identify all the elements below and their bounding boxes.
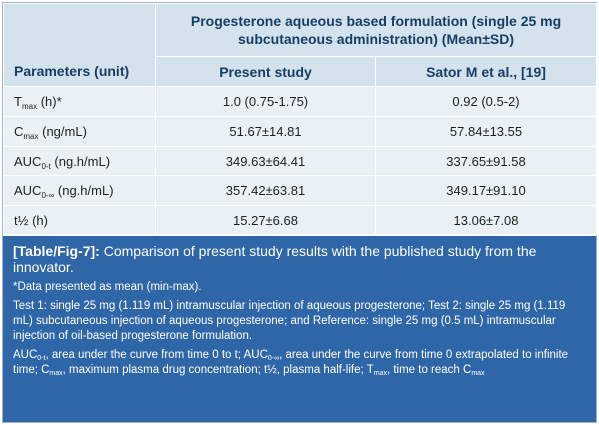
column-header-row: Present study Sator M et al., [19] xyxy=(4,56,598,87)
present-value-cell: 357.42±63.81 xyxy=(155,175,376,206)
present-value-cell: 15.27±6.68 xyxy=(155,205,376,235)
table-row: AUC0-t (ng.h/mL) 349.63±64.41 337.65±91.… xyxy=(3,146,598,176)
param-cell: Cmax (ng/mL) xyxy=(3,116,156,147)
sator-value-cell: 0.92 (0.5-2) xyxy=(374,86,598,117)
param-cell: t½ (h) xyxy=(3,205,156,235)
table-row: t½ (h) 15.27±6.68 13.06±7.08 xyxy=(3,205,598,235)
group-header-row: Parameters (unit) Progesterone aqueous b… xyxy=(3,3,598,87)
note-tests: Test 1: single 25 mg (1.119 mL) intramus… xyxy=(13,300,566,342)
comparison-table: Parameters (unit) Progesterone aqueous b… xyxy=(3,3,598,235)
note-abbreviations: AUC0-t, area under the curve from time 0… xyxy=(13,349,569,377)
caption-label: [Table/Fig-7]: xyxy=(13,243,100,259)
header-parameters: Parameters (unit) xyxy=(3,3,156,87)
present-value-cell: 1.0 (0.75-1.75) xyxy=(155,86,376,117)
param-cell: AUC0-∞ (ng.h/mL) xyxy=(3,175,156,206)
header-formulation-group: Progesterone aqueous based formulation (… xyxy=(154,3,598,57)
present-value-cell: 51.67±14.81 xyxy=(155,116,376,147)
sator-value-cell: 13.06±7.08 xyxy=(374,205,598,235)
caption-title: [Table/Fig-7]: Comparison of present stu… xyxy=(13,243,586,275)
present-value-cell: 349.63±64.41 xyxy=(155,146,376,176)
note-data-presentation: *Data presented as mean (min-max). xyxy=(13,281,202,293)
header-present-study: Present study xyxy=(155,56,376,87)
table-row: AUC0-∞ (ng.h/mL) 357.42±63.81 349.17±91.… xyxy=(3,175,598,206)
sator-value-cell: 337.65±91.58 xyxy=(374,146,598,176)
param-cell: Tmax (h)* xyxy=(3,86,156,117)
caption-text: Comparison of present study results with… xyxy=(13,243,537,275)
sator-value-cell: 57.84±13.55 xyxy=(374,116,598,147)
table-row: Cmax (ng/mL) 51.67±14.81 57.84±13.55 xyxy=(3,116,598,147)
figure-caption: [Table/Fig-7]: Comparison of present stu… xyxy=(3,236,596,422)
header-sator: Sator M et al., [19] xyxy=(374,56,598,87)
param-cell: AUC0-t (ng.h/mL) xyxy=(3,146,156,176)
sator-value-cell: 349.17±91.10 xyxy=(374,175,598,206)
table-row: Tmax (h)* 1.0 (0.75-1.75) 0.92 (0.5-2) xyxy=(3,86,598,117)
